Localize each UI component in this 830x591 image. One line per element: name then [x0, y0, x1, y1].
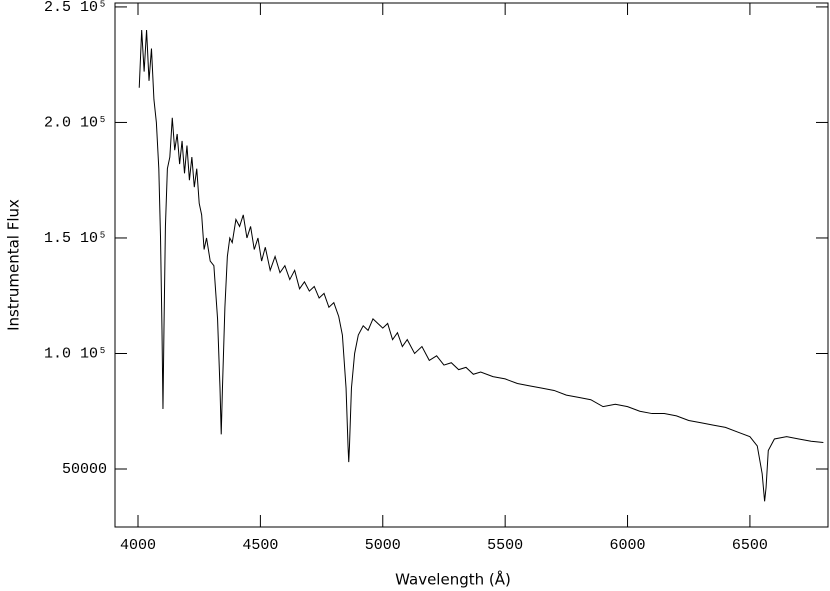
y-tick-label: 2.5 10⁵	[44, 0, 107, 16]
y-tick-label: 1.0 10⁵	[44, 345, 107, 362]
y-tick-label: 50000	[62, 461, 107, 478]
spectrum-line	[138, 30, 824, 502]
x-tick-label: 5500	[487, 537, 523, 554]
y-axis-title: Instrumental Flux	[5, 199, 23, 331]
x-axis-title: Wavelength (Å)	[395, 570, 511, 589]
plot-frame	[114, 2, 829, 528]
y-tick-label: 2.0 10⁵	[44, 114, 107, 131]
x-tick-label: 4000	[120, 537, 156, 554]
x-tick-label: 4500	[242, 537, 278, 554]
x-tick-label: 6000	[610, 537, 646, 554]
y-tick-label: 1.5 10⁵	[44, 230, 107, 247]
x-tick-label: 6500	[732, 537, 768, 554]
x-tick-label: 5000	[365, 537, 401, 554]
